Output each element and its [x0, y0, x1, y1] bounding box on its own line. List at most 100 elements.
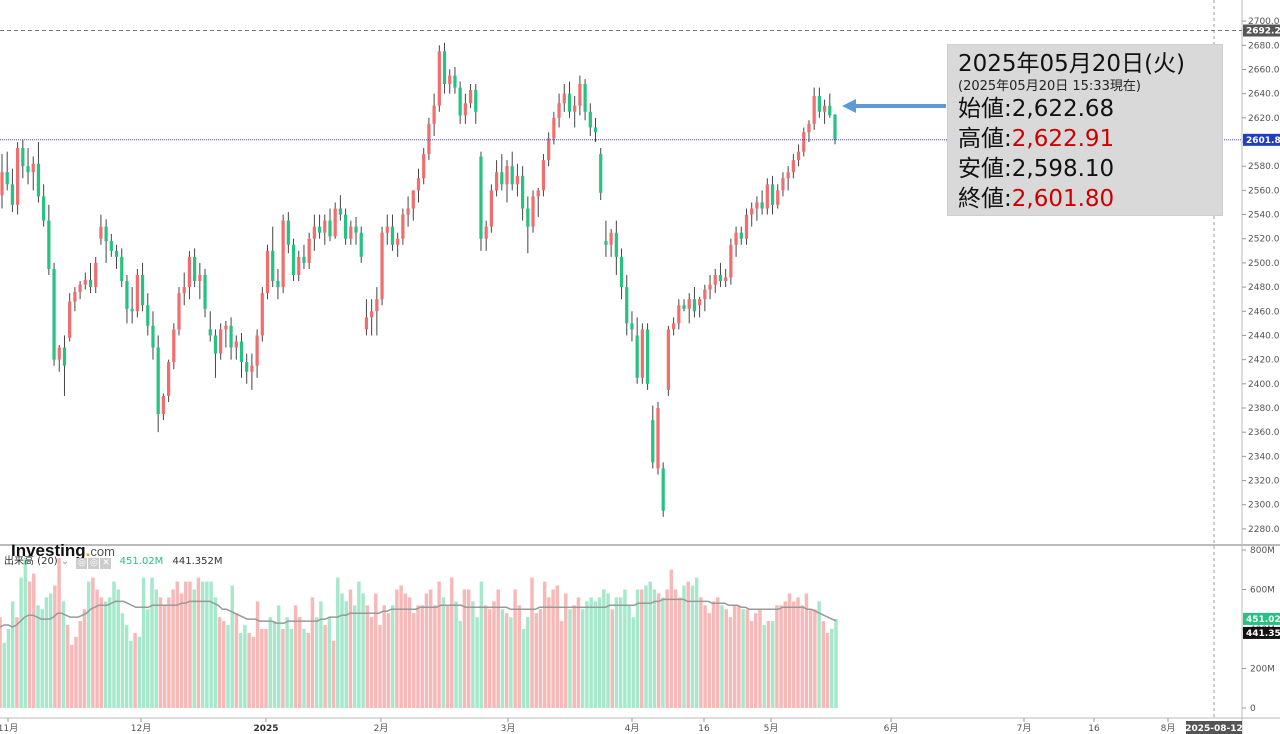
- pointer-arrow-head: [842, 99, 856, 113]
- visibility-icon[interactable]: ◎: [88, 558, 100, 569]
- candle: [494, 160, 499, 197]
- candle: [718, 262, 723, 288]
- info-close: 終値:2,601.80: [958, 186, 1115, 212]
- volume-bar: [146, 609, 150, 708]
- candle: [177, 287, 181, 336]
- volume-bar: [471, 601, 475, 708]
- candle: [349, 220, 353, 245]
- volume-bar: [631, 617, 636, 708]
- time-tick-label: 5月: [764, 723, 779, 734]
- volume-bar: [678, 597, 682, 708]
- volume-bar: [488, 609, 492, 708]
- candle: [505, 160, 509, 203]
- candle: [448, 69, 452, 94]
- volume-bar: [112, 581, 116, 708]
- volume-bar: [441, 597, 446, 708]
- volume-bar: [817, 601, 821, 708]
- volume-bar: [699, 597, 703, 708]
- volume-bar: [555, 585, 560, 708]
- volume-bar: [602, 589, 606, 708]
- volume-bar: [737, 605, 741, 708]
- volume-bar: [260, 629, 264, 708]
- candle: [625, 275, 629, 336]
- volume-legend: 出来高 (20) ⌄ ◎ ◎ ✕ 451.02M 441.352M: [4, 552, 222, 569]
- volume-bar: [623, 589, 627, 708]
- candle: [109, 233, 113, 257]
- candle: [151, 311, 155, 360]
- settings-icon[interactable]: ◎: [76, 558, 88, 569]
- volume-bar: [374, 593, 378, 708]
- candle: [135, 268, 139, 318]
- candle: [328, 208, 332, 242]
- volume-bar: [238, 632, 243, 708]
- volume-bar: [716, 597, 720, 708]
- candle: [297, 250, 301, 282]
- volume-bar: [538, 609, 543, 708]
- candle: [120, 248, 124, 288]
- candle: [463, 93, 467, 124]
- candle: [562, 83, 566, 112]
- price-tick-label: 2320.00: [1248, 477, 1280, 487]
- candle: [104, 219, 108, 263]
- volume-bar: [2, 642, 6, 708]
- volume-bar: [821, 621, 826, 708]
- candle: [744, 208, 749, 245]
- candle: [375, 287, 379, 336]
- volume-bar: [428, 589, 433, 708]
- candle: [599, 148, 603, 201]
- candle: [291, 238, 296, 282]
- candle: [10, 168, 15, 213]
- candle: [666, 325, 671, 396]
- time-tick-label: 16: [1088, 724, 1100, 734]
- volume-bar: [572, 605, 576, 708]
- candle: [78, 281, 82, 300]
- volume-bar: [830, 629, 834, 708]
- candle: [416, 168, 421, 203]
- volume-bar: [420, 605, 424, 708]
- volume-bar: [547, 597, 551, 708]
- volume-bar: [196, 577, 201, 708]
- volume-bar: [652, 589, 657, 708]
- volume-bar: [40, 609, 44, 708]
- current-date-label: 2025-08-12: [1185, 724, 1243, 734]
- volume-bar: [184, 581, 188, 708]
- candle: [281, 214, 285, 294]
- time-tick-label: 4月: [625, 723, 640, 734]
- volume-bar: [108, 597, 112, 708]
- volume-bar: [361, 593, 365, 708]
- candle: [182, 272, 186, 306]
- close-icon[interactable]: ✕: [100, 558, 112, 569]
- candle: [729, 238, 733, 285]
- candle: [31, 156, 35, 191]
- volume-bar: [580, 609, 585, 708]
- volume-bar: [694, 577, 699, 708]
- candle: [323, 214, 327, 245]
- candle: [656, 401, 660, 475]
- volume-bar: [276, 605, 281, 708]
- candle: [390, 214, 395, 251]
- candle: [713, 268, 717, 294]
- candle: [380, 226, 384, 306]
- volume-tick-label: 200M: [1250, 665, 1275, 675]
- candle: [510, 151, 514, 191]
- candle: [213, 329, 218, 378]
- candle: [5, 151, 9, 191]
- volume-bar: [217, 617, 222, 708]
- volume-bar: [606, 593, 610, 708]
- volume-bar: [74, 636, 78, 708]
- candle: [437, 45, 441, 112]
- chevron-down-icon[interactable]: ⌄: [60, 556, 70, 567]
- volume-bar: [255, 601, 260, 708]
- ohlc-info-box: 2025年05月20日(火) (2025年05月20日 15:33現在) 始値:…: [947, 44, 1223, 216]
- candle: [245, 353, 249, 384]
- volume-marker-box: [1243, 612, 1280, 625]
- candle: [796, 144, 801, 167]
- candle: [776, 184, 780, 209]
- candle: [651, 405, 655, 469]
- volume-bar: [433, 605, 437, 708]
- volume-bar: [559, 621, 564, 708]
- volume-bar: [272, 621, 277, 708]
- candle: [52, 262, 56, 366]
- candle: [458, 81, 462, 124]
